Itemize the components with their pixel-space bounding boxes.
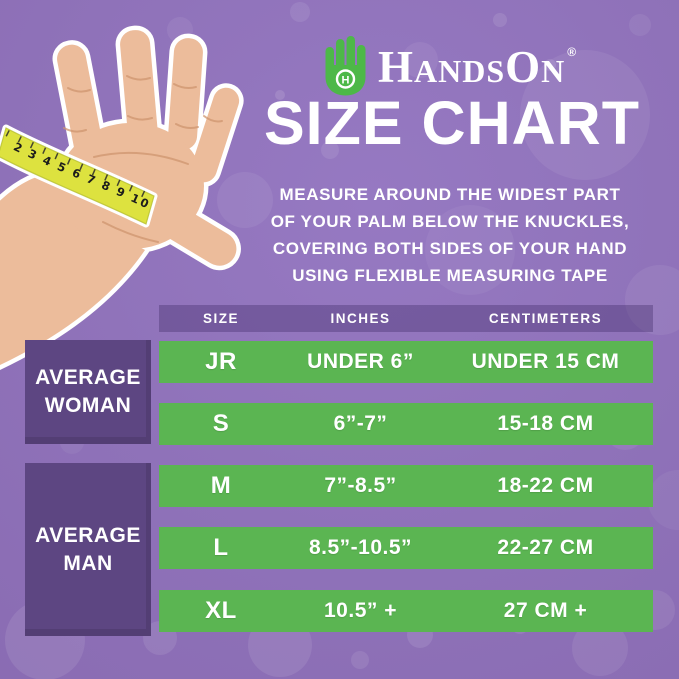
- brand-name-text: HandsOn: [378, 41, 566, 92]
- bokeh-circle: [217, 172, 273, 228]
- bokeh-circle: [275, 90, 285, 100]
- finger-creases: [63, 75, 223, 243]
- bokeh-circle: [351, 651, 369, 669]
- brand-logo: H HandsOn ®: [324, 34, 577, 100]
- cell-centimeters: 15-18 CM: [497, 412, 594, 435]
- cell-centimeters: 18-22 CM: [497, 474, 594, 497]
- bokeh-circle: [544, 59, 556, 71]
- group-label-average-man: AVERAGE MAN: [25, 463, 151, 636]
- table-row-l: L 8.5”-10.5” 22-27 CM: [159, 527, 653, 569]
- column-header-inches: INCHES: [330, 311, 391, 326]
- cell-size: S: [212, 410, 230, 437]
- column-header-size: SIZE: [202, 311, 239, 326]
- bokeh-circle: [290, 2, 310, 22]
- cell-centimeters: UNDER 15 CM: [471, 350, 620, 373]
- bokeh-circle: [625, 265, 679, 335]
- group-label-line: WOMAN: [44, 394, 132, 417]
- instructions-line: OF YOUR PALM BELOW THE KNUCKLES,: [270, 212, 630, 231]
- hand-with-measuring-tape-illustration: 2 3 4 5 6 7 8 9 10 11: [0, 0, 260, 375]
- table-row-xl: XL 10.5” + 27 CM +: [159, 590, 653, 632]
- table-row-m: M 7”-8.5” 18-22 CM: [159, 465, 653, 507]
- cell-centimeters: 22-27 CM: [497, 536, 594, 559]
- measure-instructions: MEASURE AROUND THE WIDEST PART OF YOUR P…: [222, 181, 678, 289]
- bokeh-circle: [425, 205, 515, 295]
- table-row-s: S 6”-7” 15-18 CM: [159, 403, 653, 445]
- svg-text:H: H: [342, 74, 350, 86]
- handson-hand-logo-icon: H: [325, 36, 366, 96]
- instructions-line: USING FLEXIBLE MEASURING TAPE: [292, 266, 608, 285]
- instructions-line: COVERING BOTH SIDES OF YOUR HAND: [272, 239, 628, 258]
- table-row-jr: JR UNDER 6” UNDER 15 CM: [159, 341, 653, 383]
- group-label-line: AVERAGE: [35, 523, 141, 547]
- brand-name: HandsOn ®: [378, 41, 578, 92]
- bokeh-circle: [402, 42, 438, 78]
- cell-inches: 7”-8.5”: [324, 474, 397, 497]
- cell-size: M: [210, 472, 232, 499]
- bokeh-circle: [493, 13, 507, 27]
- table-header-row: SIZE INCHES CENTIMETERS: [159, 305, 653, 332]
- cell-size: JR: [205, 348, 237, 375]
- cell-inches: UNDER 6”: [307, 350, 414, 373]
- bokeh-circle: [321, 141, 339, 159]
- cell-inches: 8.5”-10.5”: [308, 536, 413, 559]
- cell-centimeters: 27 CM +: [503, 599, 588, 622]
- group-label-line: MAN: [63, 551, 113, 575]
- column-header-centimeters: CENTIMETERS: [488, 311, 603, 326]
- group-label-line: AVERAGE: [35, 366, 141, 389]
- registered-mark: ®: [567, 44, 578, 59]
- page-title: SIZE CHART: [264, 89, 640, 157]
- bokeh-circle: [520, 50, 650, 180]
- bokeh-circle: [629, 14, 651, 36]
- cell-size: L: [213, 534, 229, 561]
- cell-size: XL: [205, 597, 237, 624]
- cell-inches: 6”-7”: [333, 412, 388, 435]
- instructions-line: MEASURE AROUND THE WIDEST PART: [279, 185, 621, 204]
- cell-inches: 10.5” +: [324, 599, 397, 622]
- group-label-average-woman: AVERAGE WOMAN: [25, 340, 151, 444]
